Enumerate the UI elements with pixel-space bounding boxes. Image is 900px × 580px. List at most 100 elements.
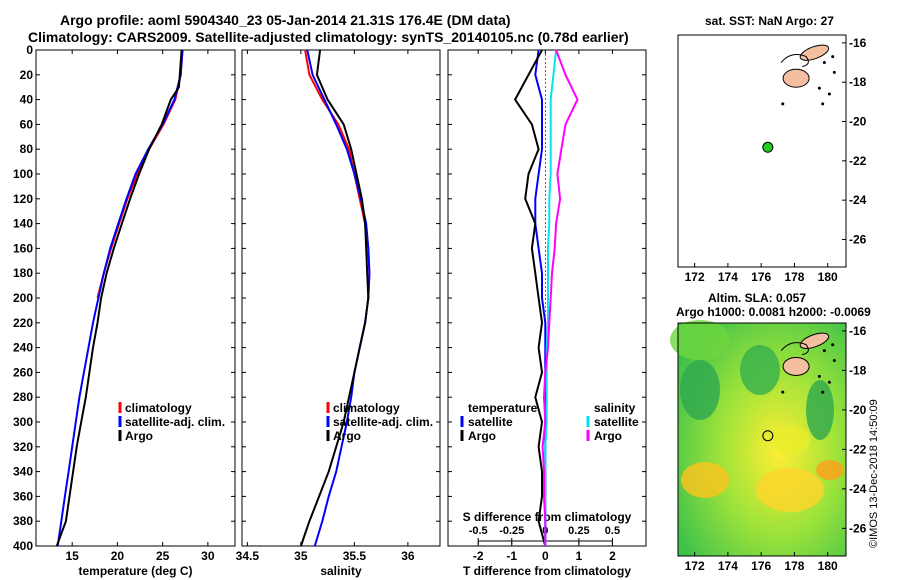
sst-map-lat-label: -24 (849, 193, 867, 207)
x-axis-label-difference: T difference from climatology (463, 564, 631, 578)
sla-map-lat-label: -24 (849, 482, 867, 496)
sla-map-lat-label: -22 (849, 442, 867, 456)
y-tick-label: 260 (13, 365, 33, 379)
y-tick-label: 320 (13, 440, 33, 454)
series-line-difference-s-satellite (544, 49, 558, 546)
sst-map-lat-label: -22 (849, 154, 867, 168)
sst-map-title: sat. SST: NaN Argo: 27 (705, 14, 834, 28)
series-line-difference-s-argo (541, 49, 579, 546)
legend-label: Argo (125, 429, 153, 443)
island-viti-levu (782, 356, 810, 376)
s-axis-tick-label: 0.25 (568, 525, 589, 537)
legend-header-temperature: temperature (468, 401, 538, 415)
small-island (822, 349, 826, 353)
sla-map-lon-label: 178 (784, 559, 804, 573)
y-tick-label: 220 (13, 316, 33, 330)
small-island (831, 55, 835, 59)
x-tick-label-temperature: 30 (201, 549, 215, 563)
y-tick-label: 0 (26, 43, 33, 57)
x-tick-label-temperature: 25 (156, 549, 170, 563)
legend-label: satellite (468, 415, 513, 429)
s-axis-label: S difference from climatology (463, 510, 632, 524)
sla-map-lon-label: 180 (818, 559, 838, 573)
sla-blob (680, 360, 720, 420)
sla-map-lon-label: 172 (685, 559, 705, 573)
series-line-salinity-argo (299, 49, 370, 547)
sst-map-lon-label: 176 (751, 270, 771, 284)
y-tick-label: 120 (13, 192, 33, 206)
sla-map-lon-label: 176 (751, 559, 771, 573)
s-axis-tick-label: 0.5 (605, 525, 620, 537)
small-island (832, 359, 836, 363)
sla-map-lat-label: -20 (849, 403, 867, 417)
y-tick-label: 20 (20, 68, 34, 82)
series-line-difference-t-argo (513, 49, 547, 547)
sla-blob (816, 460, 844, 480)
small-island (832, 70, 836, 74)
sst-map-lon-label: 172 (685, 270, 705, 284)
small-island (781, 390, 785, 394)
y-tick-label: 100 (13, 167, 33, 181)
sst-map-lat-label: -26 (849, 232, 867, 246)
sst-map-lat-label: -18 (849, 75, 867, 89)
sla-blob (740, 345, 780, 395)
legend-label: Argo (468, 429, 496, 443)
x-tick-label-difference: 1 (576, 549, 583, 563)
y-tick-label: 180 (13, 266, 33, 280)
small-island (822, 61, 826, 65)
x-tick-label-temperature: 15 (66, 549, 80, 563)
sst-map-lat-label: -20 (849, 115, 867, 129)
sst-map-lon-label: 174 (718, 270, 738, 284)
x-tick-label-salinity: 35 (294, 549, 308, 563)
legend-label: satellite (594, 415, 639, 429)
small-island (821, 102, 825, 106)
sla-map-lat-label: -16 (849, 324, 867, 338)
s-axis-tick-label: -0.25 (499, 525, 524, 537)
sst-map-argo-marker (762, 141, 774, 153)
panel-frame-salinity (241, 49, 441, 547)
x-axis-label-temperature: temperature (deg C) (78, 564, 192, 578)
y-tick-label: 300 (13, 415, 33, 429)
y-tick-label: 140 (13, 217, 33, 231)
x-tick-label-difference: -1 (506, 549, 517, 563)
x-tick-label-salinity: 36 (401, 549, 415, 563)
series-line-temperature-argo (55, 49, 183, 547)
legend-label: climatology (125, 401, 192, 415)
sla-map-title-2: Argo h1000: 0.0081 h2000: -0.0069 (676, 305, 871, 319)
x-tick-label-difference: 2 (609, 549, 616, 563)
sla-blob (681, 462, 729, 498)
y-tick-label: 280 (13, 390, 33, 404)
sla-map-argo-marker (762, 430, 774, 442)
sla-blob (770, 426, 810, 454)
credit-text: ©IMOS 13-Dec-2018 14:50:09 (868, 399, 880, 548)
small-island (821, 390, 825, 394)
sla-map-title-1: Altim. SLA: 0.057 (708, 291, 807, 305)
y-tick-label: 160 (13, 241, 33, 255)
sst-map-lon-label: 180 (818, 270, 838, 284)
y-tick-label: 360 (13, 489, 33, 503)
island-vanua-levu (799, 332, 830, 349)
panel-frame-temperature (35, 49, 236, 547)
x-axis-label-salinity: salinity (320, 564, 362, 578)
island-viti-levu (782, 68, 810, 88)
sla-map-lat-label: -18 (849, 363, 867, 377)
y-tick-label: 240 (13, 341, 33, 355)
small-island (831, 343, 835, 347)
x-tick-label-salinity: 35.5 (343, 549, 367, 563)
legend-label: satellite-adj. clim. (333, 415, 433, 429)
x-tick-label-temperature: 20 (111, 549, 125, 563)
y-tick-label: 400 (13, 539, 33, 553)
sla-map-lon-label: 174 (718, 559, 738, 573)
small-island (827, 380, 831, 384)
sla-map-frame (677, 322, 847, 557)
sla-blob (806, 380, 834, 440)
title-line-1: Argo profile: aoml 5904340_23 05-Jan-201… (60, 12, 511, 28)
reef-outline (780, 342, 809, 356)
y-tick-label: 60 (20, 117, 34, 131)
x-tick-label-difference: -2 (473, 549, 484, 563)
reef-outline (780, 54, 809, 68)
legend-label: Argo (594, 429, 622, 443)
island-vanua-levu (799, 44, 830, 61)
sla-map-lat-label: -26 (849, 521, 867, 535)
